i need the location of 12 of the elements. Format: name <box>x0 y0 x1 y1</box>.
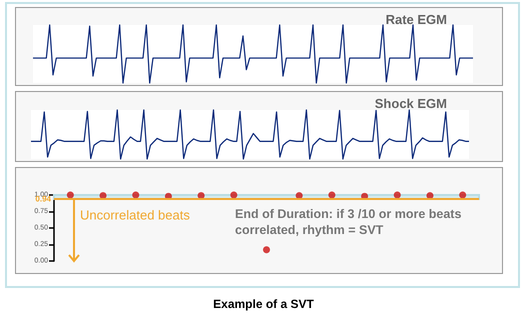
point <box>66 192 74 198</box>
point <box>459 192 466 198</box>
text: Example of a SVT <box>212 297 315 311</box>
chart-title: Shock EGM <box>374 96 448 111</box>
point <box>328 192 336 198</box>
point <box>263 246 270 254</box>
chart-title: Rate EGM <box>386 12 448 27</box>
annotation: Uncorrelated beats <box>80 208 190 222</box>
point <box>394 192 401 198</box>
point <box>230 192 238 198</box>
point <box>132 192 140 198</box>
annotation: End of Duration: if 3 /10 or more beats correlated, rhythm = SVT <box>235 207 465 237</box>
